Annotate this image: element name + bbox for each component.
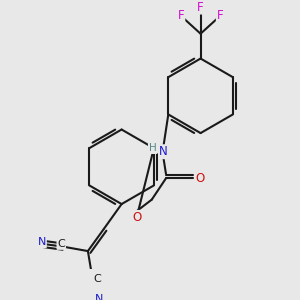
Text: F: F [178,10,184,22]
Text: O: O [195,172,204,185]
Text: H: H [149,143,157,153]
Text: N: N [38,237,46,247]
Text: F: F [217,10,224,22]
Text: F: F [197,1,204,13]
Text: C: C [93,274,100,284]
Text: C: C [57,239,65,249]
Text: N: N [95,294,103,300]
Text: O: O [132,211,141,224]
Text: N: N [159,145,168,158]
